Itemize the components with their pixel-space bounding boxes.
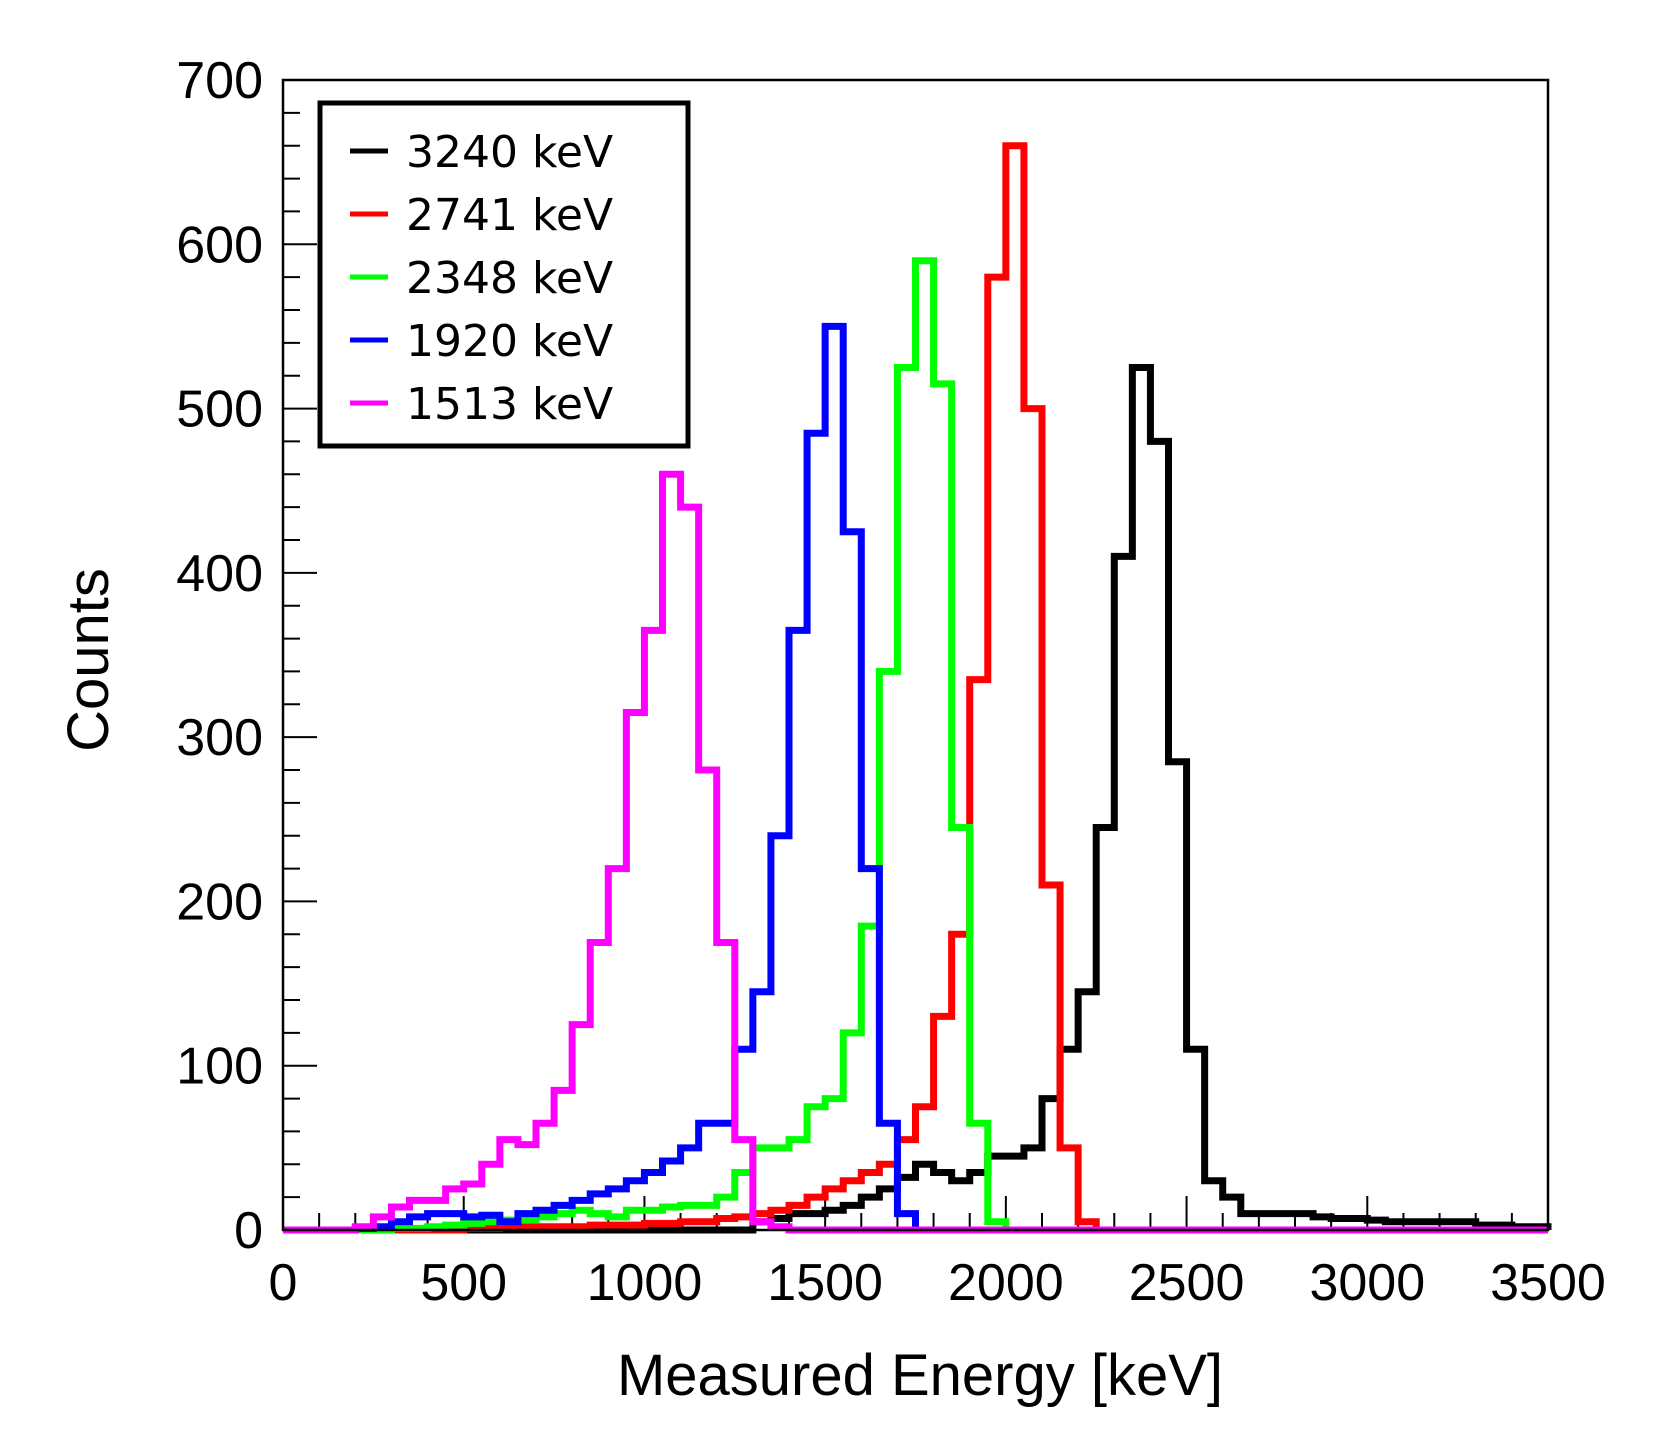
y-tick-label: 0	[234, 1202, 263, 1260]
x-tick-label: 1000	[587, 1254, 703, 1312]
y-tick-label: 600	[176, 216, 263, 274]
x-tick-label: 1500	[767, 1254, 883, 1312]
y-tick-label: 200	[176, 873, 263, 931]
x-tick-label: 500	[420, 1254, 507, 1312]
series-line-1920-kev	[283, 322, 1548, 1234]
plot-frame	[281, 78, 1550, 1232]
series-line-2348-kev	[283, 257, 1548, 1234]
legend-label: 1513 keV	[406, 379, 613, 430]
series-line-2741-kev	[283, 142, 1548, 1234]
x-tick-label: 0	[269, 1254, 298, 1312]
legend-label: 3240 keV	[406, 127, 613, 178]
histogram-series	[283, 142, 1552, 1234]
y-tick-label: 700	[176, 52, 263, 110]
y-tick-label: 500	[176, 381, 263, 439]
y-tick-labels: 0 100 200 300 400 500 600 700	[176, 52, 263, 1260]
x-tick-label: 3500	[1490, 1254, 1606, 1312]
x-tick-label: 2500	[1129, 1254, 1245, 1312]
series-line-3240-kev	[283, 364, 1552, 1234]
y-axis-title: Counts	[56, 568, 121, 752]
x-axis-title: Measured Energy [keV]	[617, 1343, 1223, 1408]
y-tick-label: 300	[176, 709, 263, 767]
legend-label: 2348 keV	[406, 253, 613, 304]
y-tick-label: 100	[176, 1038, 263, 1096]
y-tick-label: 400	[176, 545, 263, 603]
legend-label: 1920 keV	[406, 316, 613, 367]
series-line-1513-kev	[283, 470, 1548, 1234]
x-tick-label: 2000	[948, 1254, 1064, 1312]
x-tick-label: 3000	[1309, 1254, 1425, 1312]
x-tick-labels: 0 500 1000 1500 2000 2500 3000 3500	[269, 1254, 1606, 1312]
legend-label: 2741 keV	[406, 190, 613, 241]
legend: 3240 keV 2741 keV 2348 keV 1920 keV 1513 keV	[317, 100, 691, 449]
